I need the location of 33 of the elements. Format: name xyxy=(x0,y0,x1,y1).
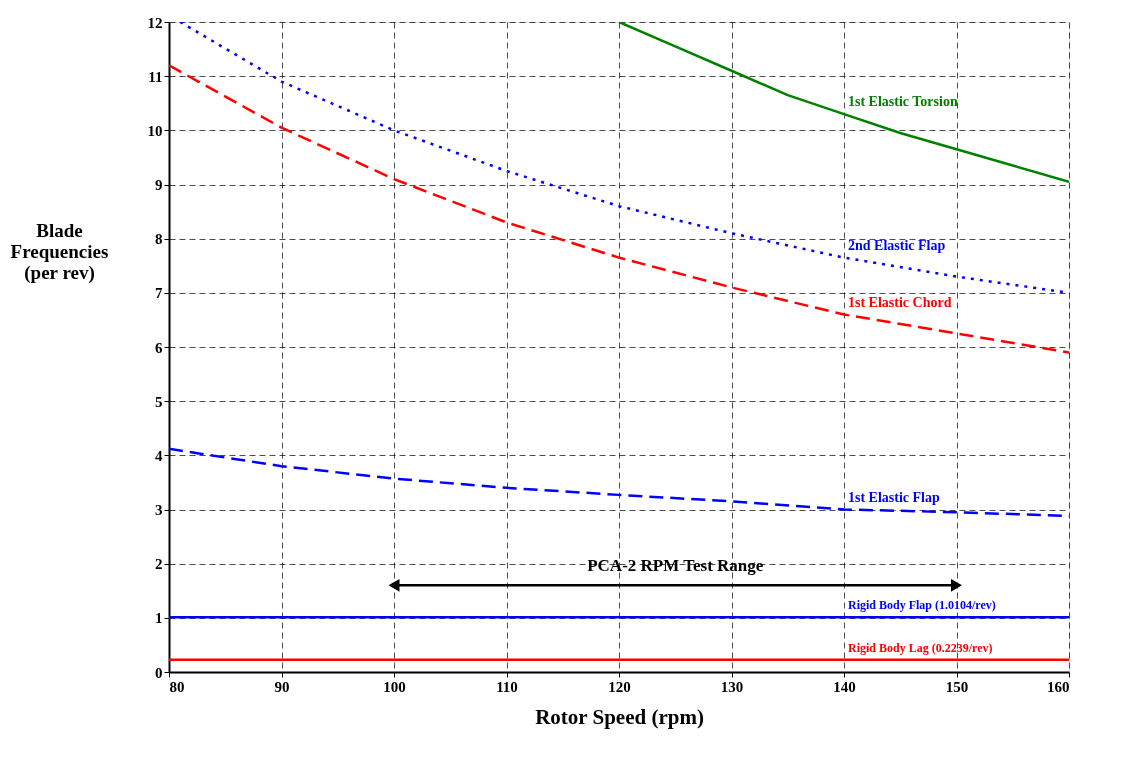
series-label: 1st Elastic Chord xyxy=(848,294,952,310)
y-tick-label: 2 xyxy=(155,556,163,573)
x-tick-label: 120 xyxy=(608,678,631,695)
series-label: Rigid Body Lag (0.2239/rev) xyxy=(848,640,993,655)
y-tick-label: 8 xyxy=(155,231,163,248)
y-tick-label: 12 xyxy=(147,14,163,31)
series-label: 1st Elastic Flap xyxy=(848,489,940,505)
x-tick-label: 150 xyxy=(945,678,969,695)
y-axis-title: Blade Frequencies (per rev) xyxy=(10,219,109,284)
x-tick-label: 110 xyxy=(496,678,518,695)
series-label: Rigid Body Flap (1.0104/rev) xyxy=(848,598,996,613)
y-tick-label: 1 xyxy=(155,610,163,627)
line-series xyxy=(169,64,1069,354)
y-tick-label: 10 xyxy=(147,122,163,139)
x-tick-label: 160 xyxy=(1047,678,1070,695)
series-label: 1st Elastic Torsion xyxy=(848,94,958,110)
y-tick-label: 5 xyxy=(155,393,163,410)
series-label: 2nd Elastic Flap xyxy=(848,237,946,253)
line-series xyxy=(617,22,1069,184)
y-tick-label: 7 xyxy=(155,285,163,302)
x-tick-label: 90 xyxy=(274,678,290,695)
x-tick-label: 140 xyxy=(833,678,856,695)
annotation: PCA-2 RPM Test Range xyxy=(587,556,764,576)
y-tick-label: 0 xyxy=(155,664,163,681)
y-tick-label: 3 xyxy=(155,502,163,518)
x-tick-label: 100 xyxy=(383,678,406,695)
y-tick-label: 9 xyxy=(155,177,163,193)
x-tick-label: 80 xyxy=(169,678,185,695)
y-tick-label: 6 xyxy=(155,339,163,356)
x-tick-label: 130 xyxy=(720,678,744,695)
y-tick-label: 4 xyxy=(155,447,163,464)
y-tick-label: 11 xyxy=(148,68,163,85)
x-axis-title: Rotor Speed (rpm) xyxy=(535,704,704,729)
